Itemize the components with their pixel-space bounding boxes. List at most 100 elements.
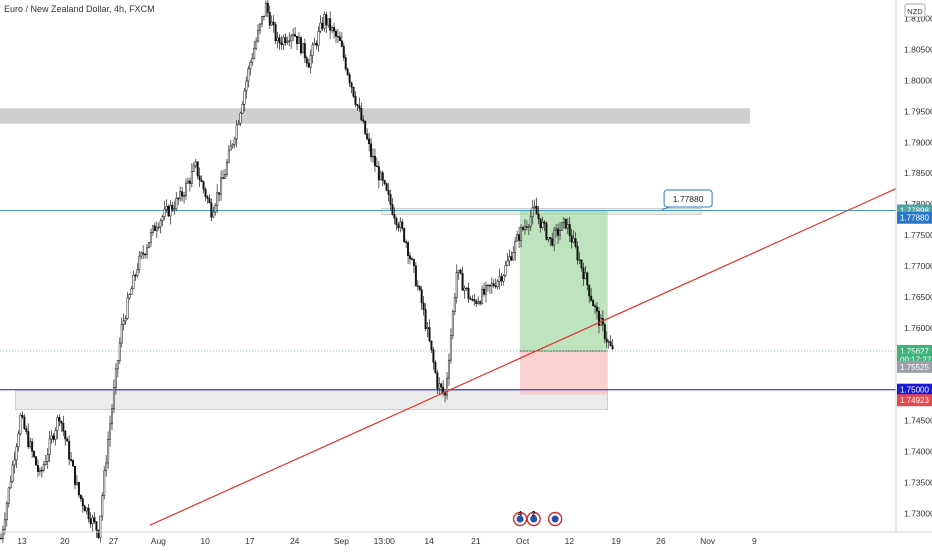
candle-body [366, 133, 369, 140]
candle-body [153, 225, 156, 232]
candle-body [266, 2, 269, 13]
candle-body [516, 234, 519, 242]
candle-body [303, 43, 306, 59]
candle-body [469, 297, 472, 300]
candle-body [247, 68, 250, 82]
candle-body [592, 300, 595, 307]
candle-body [44, 461, 47, 465]
candle-body [522, 227, 524, 230]
zone-rect[interactable] [15, 390, 609, 410]
candle-body [130, 288, 133, 295]
candle-body [111, 408, 113, 425]
candle-body [315, 43, 318, 46]
candle-body [344, 57, 347, 70]
position-stop-area[interactable] [520, 351, 608, 395]
candle-body [138, 255, 141, 270]
candle-body [393, 214, 396, 219]
callout-box[interactable] [663, 189, 713, 208]
candle-body [239, 112, 242, 124]
candle-body [576, 246, 579, 261]
candle-body [535, 205, 538, 215]
time-tick-label: 26 [656, 536, 666, 546]
time-tick-label: Aug [151, 536, 166, 546]
price-tick-label: 1.78000 [904, 199, 932, 209]
candle-body [259, 23, 262, 31]
candle-body [251, 57, 254, 63]
candle-body [280, 42, 283, 45]
candle-body [11, 464, 14, 482]
candle-body [329, 18, 332, 31]
candle-body [375, 165, 378, 168]
candle-body [414, 265, 417, 287]
candle-body [525, 226, 528, 228]
candle-body [389, 194, 392, 205]
candle-body [42, 464, 45, 471]
candle-body [294, 34, 297, 37]
candle-body [241, 103, 244, 114]
candle-body [453, 297, 456, 313]
candle-body [307, 62, 310, 68]
candle-body [471, 299, 474, 301]
candle-body [79, 494, 82, 500]
price-tick-label: 1.79000 [904, 137, 932, 147]
candle-body [126, 297, 129, 319]
candle-body [461, 273, 464, 291]
candle-body [354, 96, 357, 105]
candle-body [356, 104, 359, 107]
price-axis-badge [897, 211, 932, 224]
candle-body [146, 247, 149, 255]
candle-body [424, 309, 427, 329]
candle-body [5, 502, 8, 521]
candle-body [463, 287, 466, 291]
candle-body [543, 221, 546, 224]
candle-body [190, 171, 193, 184]
time-tick-label: 27 [109, 536, 119, 546]
candle-body [298, 37, 300, 44]
candle-body [268, 12, 271, 26]
candle-body [323, 14, 326, 29]
candle-body [208, 198, 211, 203]
candle-body [391, 204, 394, 215]
candle-body [451, 311, 454, 336]
candle-body [149, 232, 152, 243]
candle-body [128, 294, 131, 299]
zone-rect[interactable] [0, 108, 750, 124]
candle-body [136, 269, 139, 276]
candle-body [114, 368, 117, 388]
candle-body [148, 242, 150, 248]
candle-body [155, 227, 158, 232]
time-tick-label: Sep [334, 536, 349, 546]
candle-body [539, 218, 542, 228]
candle-body [459, 269, 462, 274]
candle-body [397, 224, 400, 229]
candle-body [255, 40, 258, 49]
price-axis-badge [897, 394, 932, 407]
time-tick-label: 14 [424, 536, 434, 546]
candle-body [75, 482, 78, 485]
candle-body [533, 205, 536, 208]
time-tick-label: 19 [611, 536, 621, 546]
trendline[interactable] [149, 188, 897, 526]
candle-body [319, 22, 322, 32]
candle-body [541, 221, 544, 228]
candle-body [512, 252, 515, 261]
candle-body [231, 143, 234, 147]
price-tick-label: 1.76500 [904, 292, 932, 302]
candles-group [0, 0, 614, 543]
candle-body [122, 320, 125, 325]
candle-body [272, 21, 275, 25]
candle-body [537, 213, 540, 219]
candle-body [3, 519, 6, 530]
candle-body [465, 287, 468, 290]
currency-badge[interactable] [904, 3, 926, 18]
candle-body [68, 440, 71, 460]
candle-body [218, 192, 221, 195]
candle-body [223, 174, 226, 179]
candle-body [194, 161, 197, 167]
position-target-area[interactable] [520, 210, 608, 352]
candle-body [377, 166, 380, 181]
time-tick-label: 13 [17, 536, 27, 546]
candle-body [494, 285, 497, 288]
